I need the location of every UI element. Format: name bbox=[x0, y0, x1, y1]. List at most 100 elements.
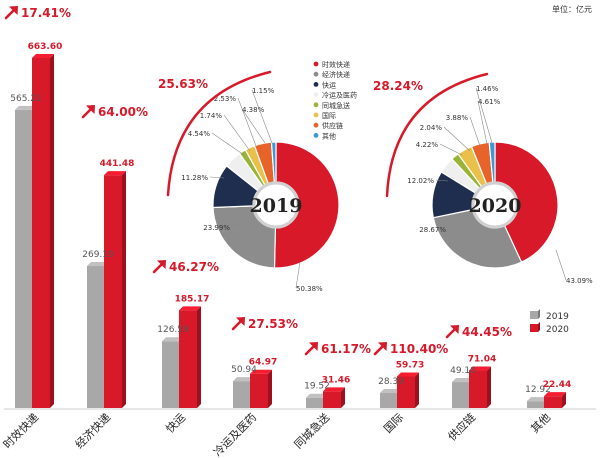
growth-arrow bbox=[445, 325, 459, 339]
donut-2020-leader-line bbox=[443, 126, 471, 152]
bar-2020-top bbox=[179, 306, 201, 311]
value-label-2020: 663.60 bbox=[28, 42, 63, 52]
donut-2020-pct-label: 12.02% bbox=[407, 177, 434, 185]
bar-2020-side bbox=[562, 392, 566, 408]
donut-2020-leader-line bbox=[555, 249, 567, 281]
bar-2020-top bbox=[544, 392, 566, 397]
pie-legend-dot bbox=[313, 71, 319, 77]
bar-2020-front bbox=[104, 175, 122, 408]
growth-arrow-head bbox=[86, 105, 95, 114]
donut-2020-center-label: 2020 bbox=[469, 195, 522, 217]
donut-2019-growth-label: 25.63% bbox=[158, 77, 208, 91]
donut-2020-growth-arc bbox=[385, 72, 489, 198]
growth-arrow-head bbox=[236, 317, 245, 326]
donut-2019-growth-arc bbox=[166, 70, 272, 197]
donut-2019-pct-label: 50.38% bbox=[296, 285, 323, 293]
bar-2020-front bbox=[469, 370, 487, 408]
bar-2020-front bbox=[397, 376, 415, 408]
growth-arrow bbox=[373, 342, 387, 356]
donut-2020-leader-line bbox=[477, 100, 488, 145]
category-label: 时效快递 bbox=[0, 410, 41, 451]
donut-2020-pct-label: 4.22% bbox=[416, 141, 439, 149]
bar-2020-side bbox=[50, 54, 54, 408]
unit-label: 单位：亿元 bbox=[552, 5, 592, 14]
legend-label-2019: 2019 bbox=[546, 312, 569, 322]
legend-swatch-2019 bbox=[530, 311, 538, 319]
legend-label-2020: 2020 bbox=[546, 325, 569, 335]
growth-arrow-head bbox=[157, 260, 166, 269]
donut-2019-leader-line bbox=[209, 176, 225, 179]
bar-2020-side bbox=[487, 366, 491, 408]
growth-arrow bbox=[304, 342, 318, 356]
bar-2020-side bbox=[197, 306, 201, 408]
bar-2020-top bbox=[469, 366, 491, 371]
pie-legend-dot bbox=[313, 82, 319, 87]
pie-legend-dot bbox=[313, 102, 319, 108]
bar-2019-top bbox=[87, 262, 109, 267]
growth-arrow-head bbox=[309, 342, 318, 351]
bar-2019-front bbox=[306, 397, 324, 408]
donut-2020-leader-line bbox=[435, 179, 449, 182]
donut-2020-pct-label: 43.09% bbox=[566, 277, 593, 285]
donut-2019-hole bbox=[252, 181, 300, 229]
value-label-2019: 269.19 bbox=[82, 250, 114, 260]
donut-2019-center-label: 2019 bbox=[250, 195, 303, 217]
bar-2020-front bbox=[323, 391, 341, 408]
growth-arrow bbox=[152, 260, 166, 274]
value-label-2019: 565.21 bbox=[10, 94, 42, 104]
legend-swatch-side bbox=[538, 309, 540, 319]
growth-arrow-head bbox=[378, 342, 387, 351]
value-label-2019: 126.59 bbox=[157, 325, 189, 335]
donut-2019-leader-line bbox=[237, 97, 257, 147]
bar-2019-top bbox=[306, 393, 328, 398]
bar-2019-front bbox=[452, 382, 470, 408]
bar-2020-side bbox=[415, 372, 419, 408]
growth-label: 17.41% bbox=[21, 6, 71, 20]
donut-2019-leader-line bbox=[223, 114, 251, 152]
donut-2020-pct-label: 1.46% bbox=[476, 85, 499, 93]
value-label-2020: 441.48 bbox=[100, 159, 135, 169]
bar-2020-front bbox=[544, 396, 562, 408]
legend-swatch-2020 bbox=[530, 324, 538, 332]
category-label: 国际 bbox=[381, 411, 406, 436]
value-label-2020: 185.17 bbox=[175, 294, 210, 304]
growth-arrow-head bbox=[450, 325, 459, 334]
donut-2019-pct-label: 23.99% bbox=[203, 224, 230, 232]
bar-2020-front bbox=[179, 310, 197, 408]
bar-2019-front bbox=[87, 266, 105, 408]
pie-legend-label: 快运 bbox=[322, 80, 336, 89]
donut-2019-leader-line bbox=[241, 108, 266, 144]
value-label-2019: 19.52 bbox=[304, 382, 330, 392]
category-label: 冷运及医药 bbox=[211, 411, 259, 458]
bar-2020 bbox=[469, 366, 491, 408]
donut-2020-growth-label: 28.24% bbox=[373, 79, 423, 93]
bar-2019-top bbox=[233, 377, 255, 382]
donut-2020-hole bbox=[471, 181, 519, 229]
category-label: 同城急送 bbox=[291, 410, 332, 451]
pie-legend-label: 供应链 bbox=[322, 121, 343, 130]
bar-2020 bbox=[32, 54, 54, 408]
bar-2019-top bbox=[452, 378, 474, 383]
growth-arrow-head bbox=[9, 6, 18, 15]
growth-label: 46.27% bbox=[169, 260, 219, 274]
pie-legend-dot bbox=[313, 133, 319, 138]
donut-2019-leader-line bbox=[211, 132, 245, 156]
value-label-2020: 59.73 bbox=[396, 360, 424, 370]
value-label-2020: 31.46 bbox=[322, 375, 350, 385]
bar-2020-top bbox=[323, 387, 345, 392]
bar-2019-front bbox=[233, 381, 251, 408]
bar-2020-side bbox=[268, 369, 272, 408]
growth-arrow bbox=[81, 105, 95, 119]
donut-2020-leader-line bbox=[469, 116, 481, 147]
bar-2020-side bbox=[122, 171, 126, 408]
donut-2019-pct-label: 1.74% bbox=[200, 112, 223, 120]
value-label-2020: 64.97 bbox=[249, 358, 277, 368]
donut-2019-pct-label: 4.54% bbox=[188, 130, 211, 138]
value-label-2020: 71.04 bbox=[468, 355, 496, 365]
bar-2020 bbox=[397, 372, 419, 408]
growth-arrow bbox=[4, 6, 18, 20]
bar-2020 bbox=[323, 387, 345, 408]
growth-label: 44.45% bbox=[462, 325, 512, 339]
bar-2020-top bbox=[104, 171, 126, 176]
